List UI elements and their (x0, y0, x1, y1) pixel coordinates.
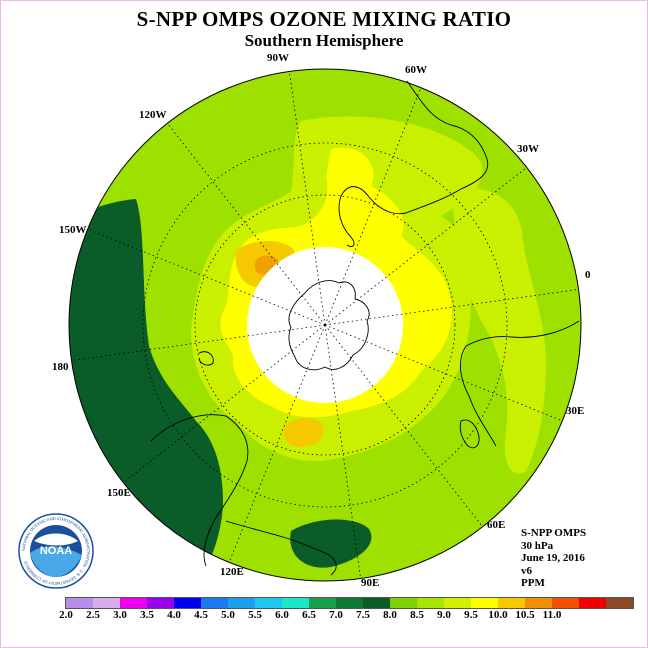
label-lon-30w: 30W (517, 143, 539, 155)
legend-swatch (606, 598, 633, 608)
legend-tick-label: 10.0 (488, 609, 508, 621)
legend-swatch (498, 598, 525, 608)
info-date: June 19, 2016 (521, 552, 585, 565)
label-lon-150e: 150E (107, 487, 131, 499)
legend-tick-label: 2.5 (86, 609, 100, 621)
legend-tick-label: 4.5 (194, 609, 208, 621)
label-lon-0: 0 (585, 269, 591, 281)
legend-tick-label: 7.0 (329, 609, 343, 621)
indonesia-coastline (225, 520, 337, 576)
legend-tick-label: 4.0 (167, 609, 181, 621)
legend-tick-label: 7.5 (356, 609, 370, 621)
legend-tick-label: 6.5 (302, 609, 316, 621)
info-block: S-NPP OMPS 30 hPa June 19, 2016 v6 PPM (521, 527, 586, 590)
logo-text: NOAA (40, 545, 72, 557)
info-units: PPM (521, 577, 545, 590)
antarctica-coastline (288, 280, 370, 371)
legend-swatch (120, 598, 147, 608)
legend-tick-label: 9.5 (464, 609, 478, 621)
legend-swatch (66, 598, 93, 608)
info-version: v6 (521, 564, 532, 577)
legend-tick-label: 5.5 (248, 609, 262, 621)
graticule (71, 71, 579, 579)
legend-swatch (390, 598, 417, 608)
label-lon-60e: 60E (487, 519, 506, 531)
madagascar-coastline (459, 419, 480, 449)
label-lon-90e: 90E (361, 577, 380, 589)
south-america-coastline (338, 80, 489, 248)
legend-swatch (201, 598, 228, 608)
legend-tick-label: 5.0 (221, 609, 235, 621)
logo: NOAA NATIONAL OCEANIC AND ATMOSPHERIC AD… (18, 513, 94, 589)
legend-swatch (336, 598, 363, 608)
legend-swatch (525, 598, 552, 608)
legend-tick-label: 3.5 (140, 609, 154, 621)
map-subtitle: Southern Hemisphere (244, 31, 404, 50)
africa-coastline (459, 320, 580, 447)
legend-tick-label: 9.0 (437, 609, 451, 621)
legend-tick-label: 10.5 (515, 609, 535, 621)
label-lon-60w: 60W (405, 64, 427, 76)
latitude-circle (194, 194, 456, 456)
field-region-low (290, 519, 372, 568)
legend-tick-label: 8.5 (410, 609, 424, 621)
new-zealand-coastline (198, 351, 214, 366)
legend-swatch (417, 598, 444, 608)
legend-swatch (228, 598, 255, 608)
map-title: S-NPP OMPS OZONE MIXING RATIO (136, 7, 512, 31)
australia-coastline (150, 414, 249, 567)
legend-swatch (255, 598, 282, 608)
label-lon-90w: 90W (267, 52, 289, 64)
legend-tick-label: 2.0 (59, 609, 73, 621)
legend-swatch (444, 598, 471, 608)
legend-tick-label: 11.0 (542, 609, 562, 621)
field-region-8-5 (283, 417, 324, 448)
field-region-7-5 (451, 188, 546, 474)
legend-swatch (309, 598, 336, 608)
info-level: 30 hPa (521, 539, 554, 552)
legend-swatch (363, 598, 390, 608)
label-lon-180: 180 (52, 361, 69, 373)
coastlines (150, 80, 580, 576)
legend-swatch (471, 598, 498, 608)
color-legend (65, 597, 634, 609)
legend-swatch (174, 598, 201, 608)
label-lon-150w: 150W (59, 224, 87, 236)
legend-swatch (579, 598, 606, 608)
legend-swatch (282, 598, 309, 608)
legend-swatch (93, 598, 120, 608)
label-lon-120e: 120E (220, 566, 244, 578)
legend-swatch (147, 598, 174, 608)
label-lon-120w: 120W (139, 109, 167, 121)
legend-swatch (552, 598, 579, 608)
legend-tick-label: 8.0 (383, 609, 397, 621)
map-border (68, 68, 582, 582)
legend-tick-label: 3.0 (113, 609, 127, 621)
label-lon-30e: 30E (566, 405, 585, 417)
info-instrument: S-NPP OMPS (521, 527, 587, 539)
latitude-circle (142, 142, 508, 508)
legend-tick-label: 6.0 (275, 609, 289, 621)
